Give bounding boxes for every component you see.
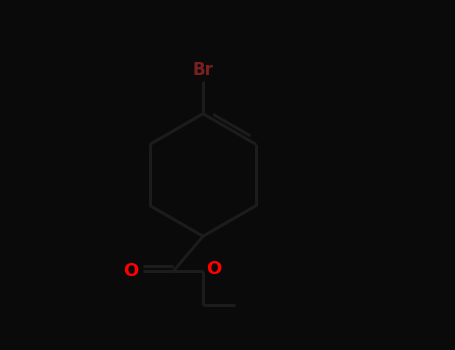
Text: Br: Br: [192, 61, 213, 79]
Text: O: O: [123, 262, 138, 280]
Text: O: O: [207, 260, 222, 279]
